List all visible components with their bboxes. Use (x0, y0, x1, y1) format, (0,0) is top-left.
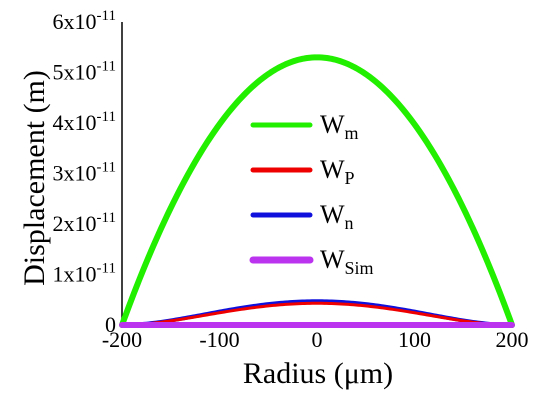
legend-label-wp: WP (320, 155, 355, 188)
series-line-wm (119, 54, 515, 328)
legend-label-wn: Wn (320, 200, 354, 233)
y-tick-label: 4x10-11 (53, 109, 116, 135)
y-tick-label: 0 (105, 312, 116, 337)
series-line-wn (120, 299, 514, 327)
y-tick-label: 2x10-11 (53, 210, 116, 236)
y-tick-label: 1x10-11 (53, 261, 116, 287)
x-tick-label: -200 (102, 327, 142, 352)
x-tick-label: 100 (398, 327, 431, 352)
x-axis-title: Radius (μm) (243, 357, 393, 390)
y-tick-label: 6x10-11 (53, 8, 116, 34)
legend-label-wm: Wm (320, 110, 359, 143)
y-tick-label: 5x10-11 (53, 59, 116, 85)
x-tick-label: 0 (312, 327, 323, 352)
legend: Wm WP Wn WSim (249, 110, 374, 278)
legend-label-wsim: WSim (320, 245, 374, 278)
ticks-layer: 0 1x10-11 2x10-11 3x10-11 4x10-11 5x10-11 6x10… (53, 8, 529, 352)
y-axis-title: Displacement (m) (18, 70, 51, 286)
series-line-wp (120, 301, 514, 327)
x-tick-label: -100 (199, 327, 239, 352)
y-tick-label: 3x10-11 (53, 160, 116, 186)
x-tick-label: 200 (496, 327, 529, 352)
series-layer (119, 54, 515, 328)
